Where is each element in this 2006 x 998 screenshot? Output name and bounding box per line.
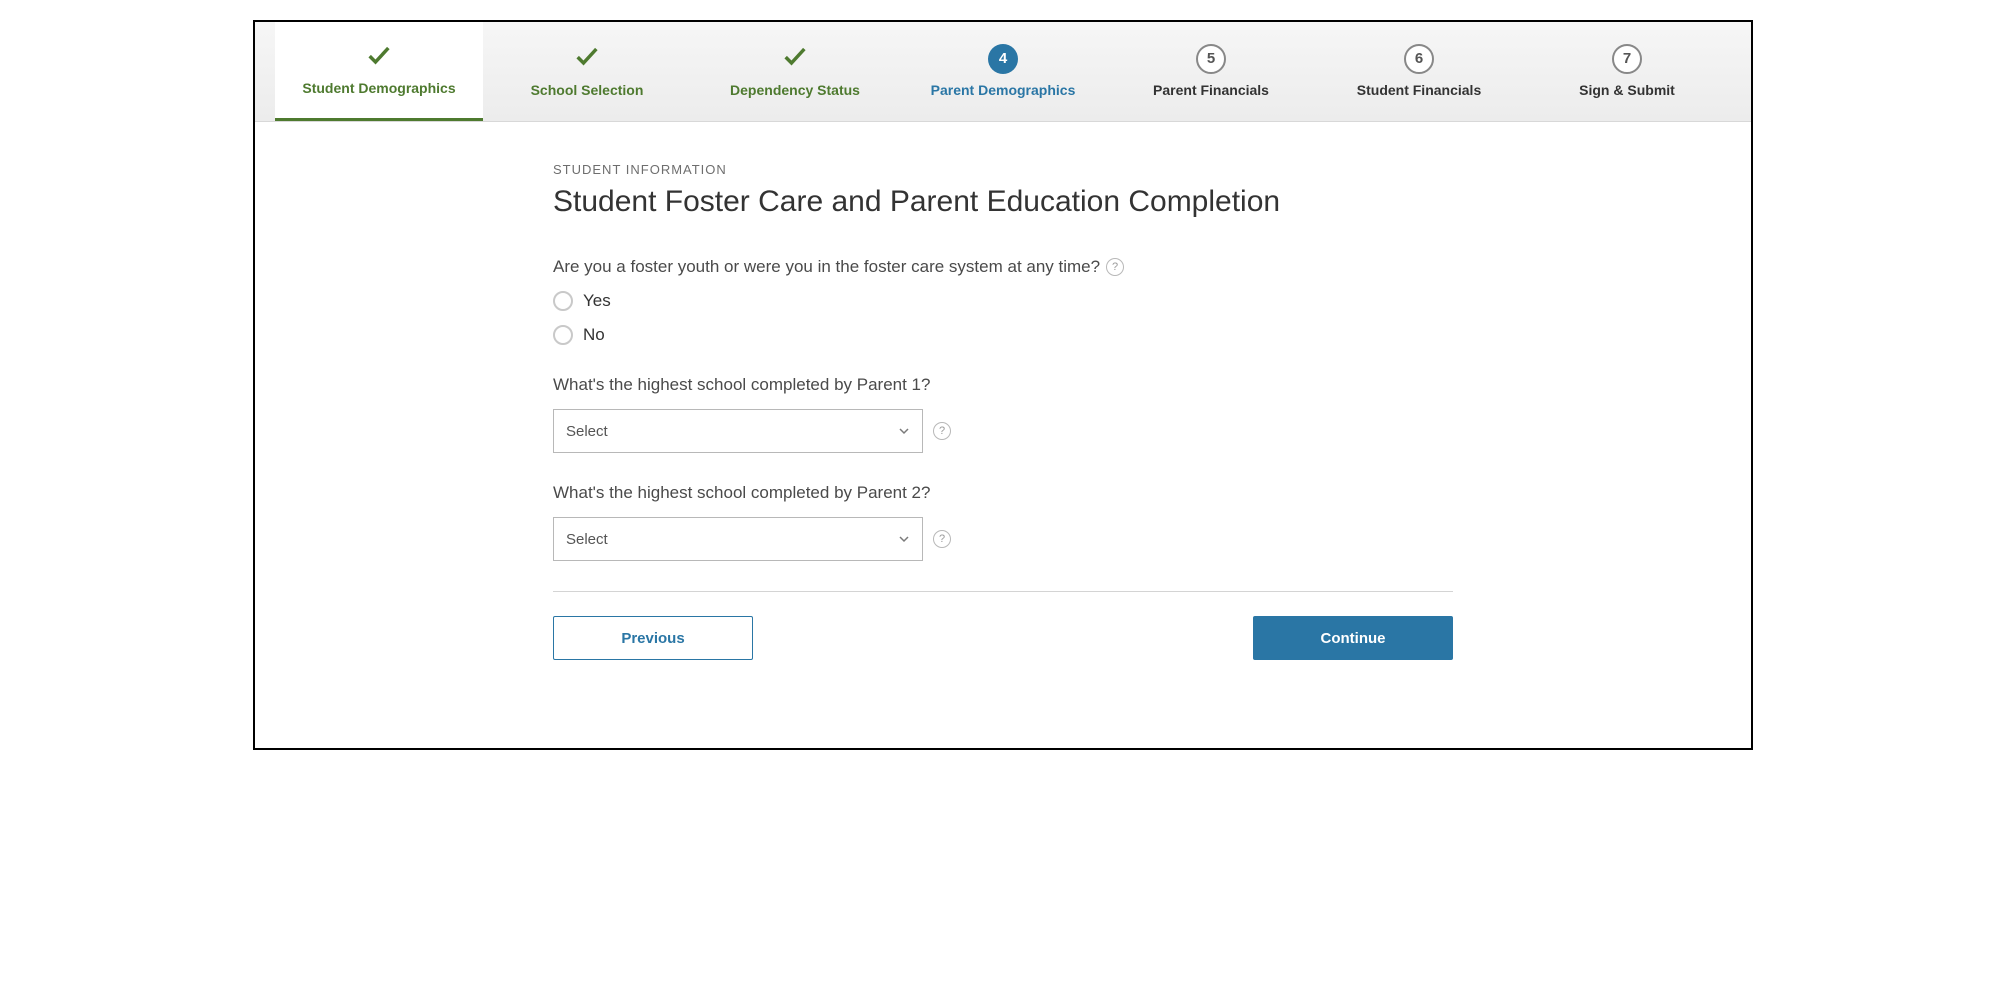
foster-radio-group: Yes No	[553, 291, 1453, 345]
step-number-icon: 6	[1404, 42, 1434, 76]
step-parent-financials[interactable]: 5 Parent Financials	[1107, 22, 1315, 121]
section-eyebrow: STUDENT INFORMATION	[553, 162, 1453, 177]
check-icon	[781, 42, 809, 76]
previous-button[interactable]: Previous	[553, 616, 753, 660]
step-number-icon: 5	[1196, 42, 1226, 76]
radio-label: No	[583, 325, 605, 345]
page-title: Student Foster Care and Parent Education…	[553, 185, 1453, 219]
button-row: Previous Continue	[553, 616, 1453, 660]
check-icon	[365, 40, 393, 74]
step-label: Sign & Submit	[1579, 82, 1675, 98]
select-value: Select	[566, 531, 608, 548]
parent1-select[interactable]: Select	[553, 409, 923, 453]
step-student-demographics[interactable]: Student Demographics	[275, 22, 483, 121]
help-icon[interactable]: ?	[933, 530, 951, 548]
step-school-selection[interactable]: School Selection	[483, 22, 691, 121]
question-text: What's the highest school completed by P…	[553, 375, 930, 395]
step-label: Student Financials	[1357, 82, 1481, 98]
step-label: Student Demographics	[302, 80, 455, 96]
step-number-icon: 4	[988, 42, 1018, 76]
parent2-question-label: What's the highest school completed by P…	[553, 483, 1453, 503]
help-icon[interactable]: ?	[933, 422, 951, 440]
step-label: School Selection	[531, 82, 644, 98]
stepper: Student Demographics School Selection De…	[255, 22, 1751, 122]
step-student-financials[interactable]: 6 Student Financials	[1315, 22, 1523, 121]
foster-question-label: Are you a foster youth or were you in th…	[553, 257, 1453, 277]
parent2-select-wrap: Select ?	[553, 517, 1453, 561]
form-window: Student Demographics School Selection De…	[253, 20, 1753, 750]
step-parent-demographics[interactable]: 4 Parent Demographics	[899, 22, 1107, 121]
step-dependency-status[interactable]: Dependency Status	[691, 22, 899, 121]
step-label: Parent Financials	[1153, 82, 1269, 98]
step-number-icon: 7	[1612, 42, 1642, 76]
parent1-question-label: What's the highest school completed by P…	[553, 375, 1453, 395]
step-label: Parent Demographics	[931, 82, 1076, 98]
parent1-select-wrap: Select ?	[553, 409, 1453, 453]
radio-icon	[553, 325, 573, 345]
question-text: What's the highest school completed by P…	[553, 483, 930, 503]
select-value: Select	[566, 423, 608, 440]
chevron-down-icon	[898, 533, 910, 545]
help-icon[interactable]: ?	[1106, 258, 1124, 276]
question-text: Are you a foster youth or were you in th…	[553, 257, 1100, 277]
continue-button[interactable]: Continue	[1253, 616, 1453, 660]
radio-icon	[553, 291, 573, 311]
chevron-down-icon	[898, 425, 910, 437]
form-content: STUDENT INFORMATION Student Foster Care …	[553, 122, 1453, 660]
step-sign-submit[interactable]: 7 Sign & Submit	[1523, 22, 1731, 121]
radio-yes[interactable]: Yes	[553, 291, 1453, 311]
radio-no[interactable]: No	[553, 325, 1453, 345]
step-label: Dependency Status	[730, 82, 860, 98]
radio-label: Yes	[583, 291, 611, 311]
check-icon	[573, 42, 601, 76]
parent2-select[interactable]: Select	[553, 517, 923, 561]
divider	[553, 591, 1453, 592]
